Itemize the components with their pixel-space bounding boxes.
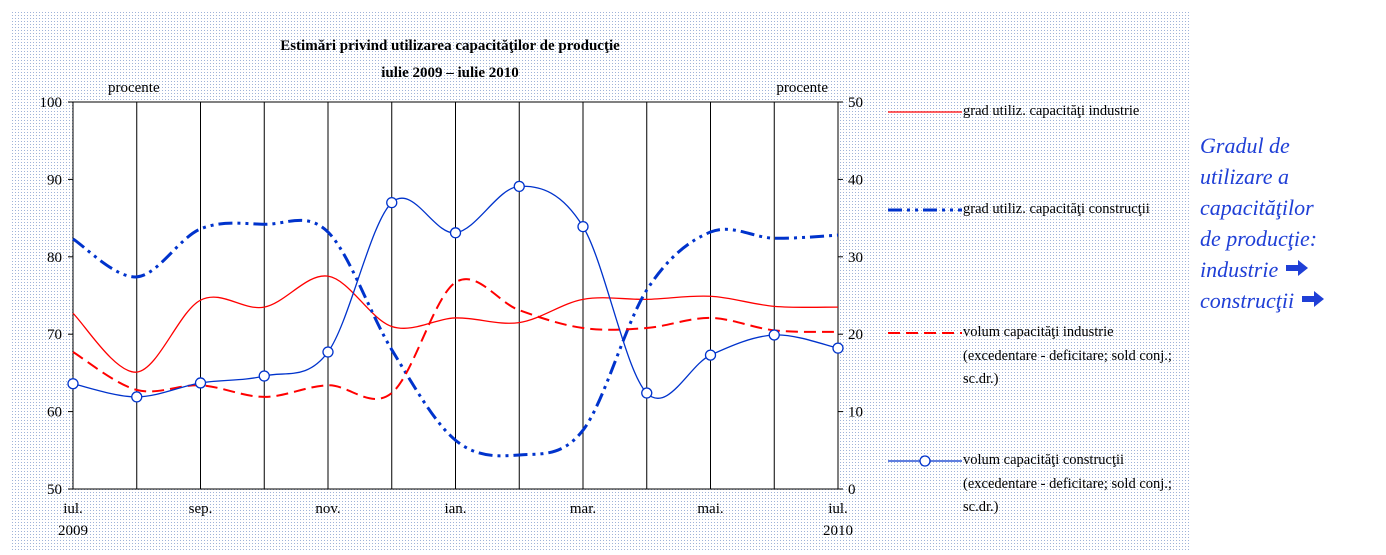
- point: [322, 346, 334, 358]
- x-tick-label: ian.: [444, 501, 466, 517]
- legend-label: volum capacităţi industrie (excedentare …: [963, 324, 1172, 387]
- note-text: construcţii: [1200, 288, 1295, 313]
- point: [704, 349, 717, 361]
- note-line: de producţie:: [1200, 223, 1326, 254]
- point: [832, 342, 844, 354]
- point: [641, 387, 653, 399]
- x-tick-sublabel: 2010: [823, 523, 853, 539]
- note-text: utilizare a: [1200, 164, 1290, 189]
- legend-item: volum capacităţi industrie (excedentare …: [963, 324, 1172, 387]
- y-tick-label: 50: [47, 482, 62, 498]
- point: [577, 220, 589, 233]
- legend-label: grad utiliz. capacităţi industrie: [963, 103, 1140, 119]
- side-note: Gradul de utilizare a capacităţilor de prod…: [1200, 130, 1326, 316]
- series-line: [72, 275, 839, 373]
- y-axis-label: procente: [108, 80, 160, 96]
- point: [768, 329, 780, 341]
- y2-tick-label: 30: [848, 250, 863, 266]
- y-tick-label: 60: [47, 405, 62, 421]
- x-tick-label: mar.: [570, 501, 596, 517]
- note-text: de producţie:: [1200, 226, 1318, 251]
- y2-tick-label: 20: [848, 327, 863, 343]
- note-line: Gradul de: [1200, 130, 1326, 161]
- y2-axis-label: procente: [776, 80, 828, 96]
- arrow-icon: [1302, 291, 1325, 307]
- arrow-icon: [1286, 260, 1309, 276]
- y-tick-label: 70: [47, 327, 62, 343]
- point: [67, 378, 79, 390]
- legend-marker: [919, 455, 931, 467]
- chart: Estimări privind utilizarea capacităţilo…: [10, 10, 1190, 550]
- series-line: [72, 278, 839, 400]
- note-text: Gradul de: [1200, 133, 1290, 158]
- legend-label: grad utiliz. capacităţi construcţii: [963, 201, 1150, 217]
- series-line: [72, 218, 839, 458]
- note-text: capacităţilor: [1200, 195, 1314, 220]
- x-tick-sublabel: 2009: [58, 523, 88, 539]
- x-tick-label: nov.: [315, 501, 340, 517]
- chart-title: Estimări privind utilizarea capacităţilo…: [280, 38, 620, 54]
- y-tick-label: 100: [40, 95, 63, 111]
- point: [386, 196, 398, 209]
- y2-tick-label: 50: [848, 95, 863, 111]
- legend-item: volum capacităţi construcţii (excedentar…: [963, 452, 1172, 515]
- y-tick-label: 90: [47, 172, 62, 188]
- note-line: capacităţilor: [1200, 192, 1326, 223]
- note-line: utilizare a: [1200, 161, 1326, 192]
- point: [449, 227, 462, 239]
- x-tick-label: mai.: [697, 501, 723, 517]
- y2-tick-label: 0: [848, 482, 856, 498]
- x-tick-label: sep.: [189, 501, 213, 517]
- legend-item: grad utiliz. capacităţi industrie: [963, 103, 1140, 119]
- point: [513, 180, 525, 193]
- note-line: industrie: [1200, 254, 1326, 285]
- y2-tick-label: 40: [848, 172, 863, 188]
- point: [131, 391, 143, 403]
- legend-item: grad utiliz. capacităţi construcţii: [963, 201, 1150, 217]
- x-tick-label: iul.: [828, 501, 848, 517]
- note-line: construcţii: [1200, 285, 1326, 316]
- note-text: industrie: [1200, 257, 1279, 282]
- legend-label: volum capacităţi construcţii (excedentar…: [963, 452, 1172, 515]
- point: [194, 377, 207, 389]
- x-tick-label: iul.: [63, 501, 83, 517]
- y-tick-label: 80: [47, 250, 62, 266]
- chart-subtitle: iulie 2009 – iulie 2010: [381, 65, 519, 81]
- y2-tick-label: 10: [848, 405, 863, 421]
- point: [258, 370, 270, 382]
